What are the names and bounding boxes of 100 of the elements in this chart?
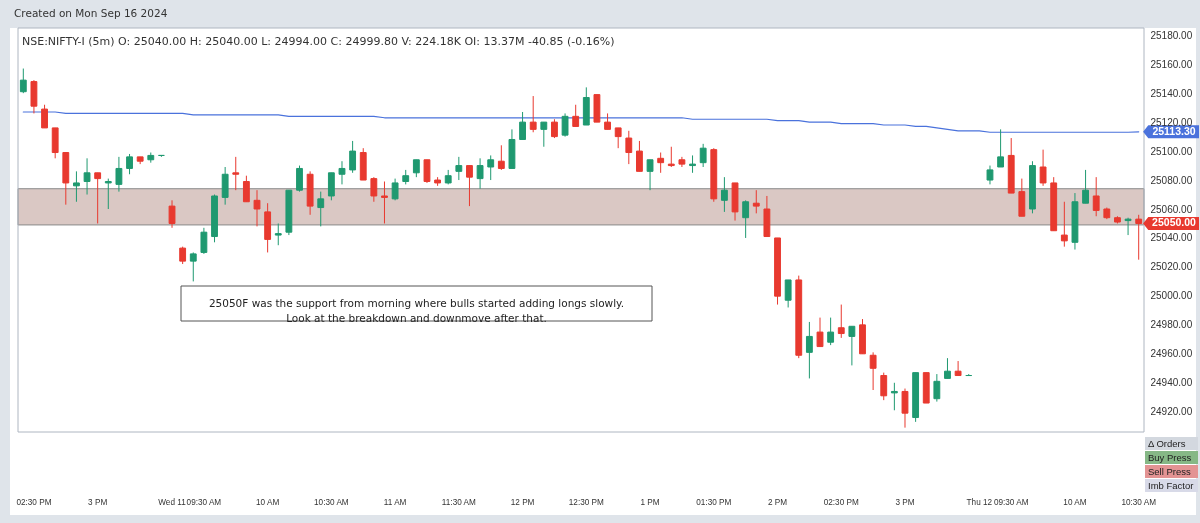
candlestick bbox=[455, 156, 463, 181]
y-tick-label: 25000.00 bbox=[1150, 290, 1193, 302]
x-tick-label: 09:30 AM bbox=[993, 497, 1029, 507]
candlestick bbox=[880, 372, 888, 401]
x-tick-label: 2 PM bbox=[767, 497, 788, 507]
candlestick bbox=[1060, 201, 1068, 248]
candlestick bbox=[381, 180, 388, 224]
category-label: Sell Press bbox=[1148, 465, 1191, 477]
candlestick bbox=[636, 140, 643, 172]
candlestick bbox=[752, 189, 760, 214]
x-tick-label: 12:30 PM bbox=[568, 497, 605, 507]
x-tick-label: Thu 12 bbox=[966, 497, 993, 507]
y-tick-label: 25180.00 bbox=[1150, 29, 1193, 41]
y-tick-label: 25160.00 bbox=[1150, 58, 1193, 70]
candlestick bbox=[73, 170, 80, 203]
candlestick bbox=[423, 159, 431, 184]
candlestick bbox=[466, 165, 473, 207]
candlestick bbox=[986, 165, 994, 185]
candlestick bbox=[232, 156, 240, 191]
x-tick-label: 09:30 AM bbox=[186, 497, 222, 507]
candlestick bbox=[529, 95, 537, 133]
candlestick bbox=[1039, 149, 1047, 187]
candlestick bbox=[317, 191, 325, 227]
candlestick bbox=[327, 172, 335, 201]
candlestick bbox=[561, 112, 569, 138]
category-label: Δ Orders bbox=[1148, 437, 1186, 449]
candlestick bbox=[720, 176, 728, 213]
candlestick bbox=[944, 357, 951, 379]
candlestick bbox=[41, 104, 48, 129]
candlestick bbox=[657, 152, 665, 174]
candlestick bbox=[646, 159, 654, 191]
candlestick bbox=[497, 144, 505, 171]
x-tick-label: 10:30 AM bbox=[1121, 497, 1157, 507]
candlestick bbox=[954, 360, 962, 377]
candlestick bbox=[625, 130, 633, 165]
candlestick bbox=[551, 118, 558, 139]
y-tick-label: 24960.00 bbox=[1150, 348, 1193, 360]
candlestick bbox=[1124, 217, 1132, 236]
candlestick bbox=[837, 304, 845, 339]
x-tick-label: 01:30 PM bbox=[696, 497, 732, 507]
candlestick bbox=[519, 111, 526, 140]
x-tick-label: 11 AM bbox=[383, 497, 407, 507]
candlestick bbox=[189, 251, 197, 282]
x-tick-label: 11:30 AM bbox=[441, 497, 477, 507]
candlestick bbox=[221, 166, 229, 206]
x-tick-label: 10 AM bbox=[1063, 497, 1087, 507]
candlestick bbox=[115, 156, 123, 193]
y-tick-label: 24940.00 bbox=[1150, 377, 1193, 389]
y-tick-label: 24980.00 bbox=[1150, 319, 1193, 331]
candlestick bbox=[827, 317, 835, 346]
y-tick-label: 25140.00 bbox=[1150, 87, 1193, 99]
candlestick bbox=[476, 157, 484, 190]
candlestick bbox=[242, 175, 250, 203]
candlestick bbox=[200, 227, 208, 255]
x-tick-label: 12 PM bbox=[510, 497, 535, 507]
candlestick bbox=[869, 351, 877, 391]
candlestick bbox=[487, 154, 495, 181]
candlestick bbox=[614, 127, 622, 149]
candlestick bbox=[349, 140, 357, 174]
candlestick bbox=[997, 128, 1005, 168]
candlestick bbox=[933, 373, 941, 403]
candlestick bbox=[784, 279, 792, 308]
candlestick bbox=[540, 121, 548, 148]
candlestick bbox=[816, 317, 824, 348]
candlestick bbox=[699, 143, 707, 168]
candlestick bbox=[805, 321, 813, 379]
candlestick bbox=[83, 157, 91, 196]
text: 25050.00 bbox=[1152, 216, 1197, 229]
x-tick-label: 3 PM bbox=[895, 497, 915, 507]
y-tick-label: 25080.00 bbox=[1150, 174, 1193, 186]
candlestick bbox=[253, 189, 261, 227]
x-tick-label: Wed 11 bbox=[158, 497, 187, 507]
candlestick bbox=[370, 176, 378, 203]
candlestick bbox=[890, 382, 898, 411]
y-tick-label: 24920.00 bbox=[1150, 406, 1193, 418]
y-tick-label: 25060.00 bbox=[1150, 203, 1193, 215]
candlestick bbox=[742, 199, 750, 239]
y-tick-label: 25020.00 bbox=[1150, 261, 1193, 273]
annotation: 25050F was the support from morning where bulls started adding longs slowly. Look at the breakdown and downmove after that. bbox=[208, 296, 625, 324]
x-tick-label: 10 AM bbox=[256, 497, 280, 507]
candlestick bbox=[126, 153, 133, 175]
category-label: Buy Press bbox=[1148, 451, 1192, 463]
x-tick-label: 3 PM bbox=[88, 497, 108, 507]
candlestick bbox=[104, 178, 112, 210]
y-tick-label: 25120.00 bbox=[1150, 116, 1193, 128]
x-tick-label: 10:30 AM bbox=[314, 497, 349, 507]
candlestick bbox=[667, 146, 675, 168]
x-tick-label: 02:30 PM bbox=[16, 497, 52, 507]
candlestick bbox=[274, 222, 282, 246]
text: NSE:NIFTY-I (5m) O: 25040.00 H: 25040.00 L: 24994.00 C: 24999.80 V: 224.18K OI: 13.37M -40.85 (-0.16%) bbox=[22, 35, 615, 48]
category-label: Imb Factor bbox=[1148, 479, 1194, 491]
candlestick bbox=[572, 104, 580, 127]
y-tick-label: 25100.00 bbox=[1150, 145, 1193, 157]
candlestick bbox=[338, 160, 346, 185]
candlestick bbox=[848, 325, 856, 366]
candlestick bbox=[296, 165, 303, 193]
y-tick-label: 25040.00 bbox=[1150, 232, 1193, 244]
x-tick-label: 02:30 PM bbox=[823, 497, 859, 507]
candlestick bbox=[1092, 176, 1100, 217]
candlestick bbox=[1082, 169, 1089, 204]
